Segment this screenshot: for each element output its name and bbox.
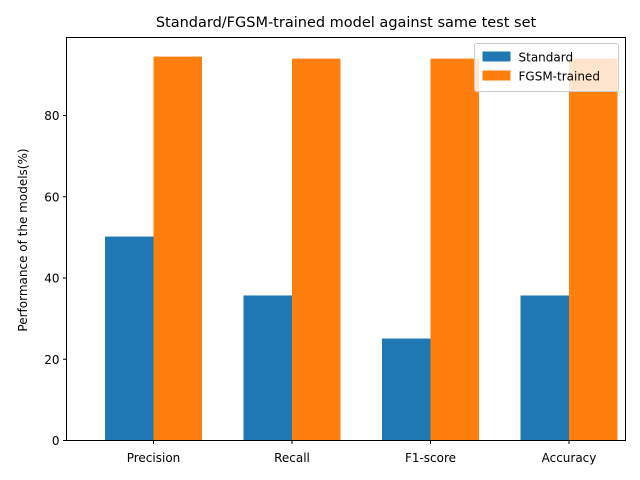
bar-standard-f1-score bbox=[382, 338, 431, 441]
y-tick-label: 20 bbox=[44, 353, 59, 367]
legend-label: Standard bbox=[519, 51, 574, 65]
y-axis: 0 20 40 60 80 bbox=[44, 109, 67, 448]
y-tick-label: 60 bbox=[44, 190, 59, 204]
bars-group bbox=[105, 56, 618, 441]
bar-standard-recall bbox=[243, 295, 292, 441]
legend-swatch bbox=[482, 70, 511, 81]
x-tick-label: Precision bbox=[127, 451, 181, 465]
bar-fgsm-trained-accuracy bbox=[569, 58, 618, 441]
y-axis-label: Performance of the models(%) bbox=[16, 148, 30, 331]
chart-title: Standard/FGSM-trained model against same… bbox=[156, 15, 537, 31]
y-tick-label: 40 bbox=[44, 272, 59, 286]
bar-fgsm-trained-recall bbox=[292, 58, 341, 441]
plot-frame bbox=[66, 37, 626, 441]
x-axis: Precision Recall F1-score Accuracy bbox=[127, 440, 597, 465]
bar-standard-accuracy bbox=[520, 295, 569, 441]
legend: Standard FGSM-trained bbox=[474, 43, 619, 92]
y-tick-label: 0 bbox=[52, 434, 60, 448]
x-tick-label: Accuracy bbox=[542, 451, 597, 465]
x-tick-label: F1-score bbox=[405, 451, 456, 465]
x-tick-label: Recall bbox=[274, 451, 310, 465]
y-tick-label: 80 bbox=[44, 109, 59, 123]
legend-swatch bbox=[482, 51, 511, 62]
bar-fgsm-trained-precision bbox=[153, 56, 202, 441]
bar-fgsm-trained-f1-score bbox=[430, 58, 479, 441]
bar-standard-precision bbox=[105, 236, 154, 441]
legend-label: FGSM-trained bbox=[519, 70, 600, 84]
